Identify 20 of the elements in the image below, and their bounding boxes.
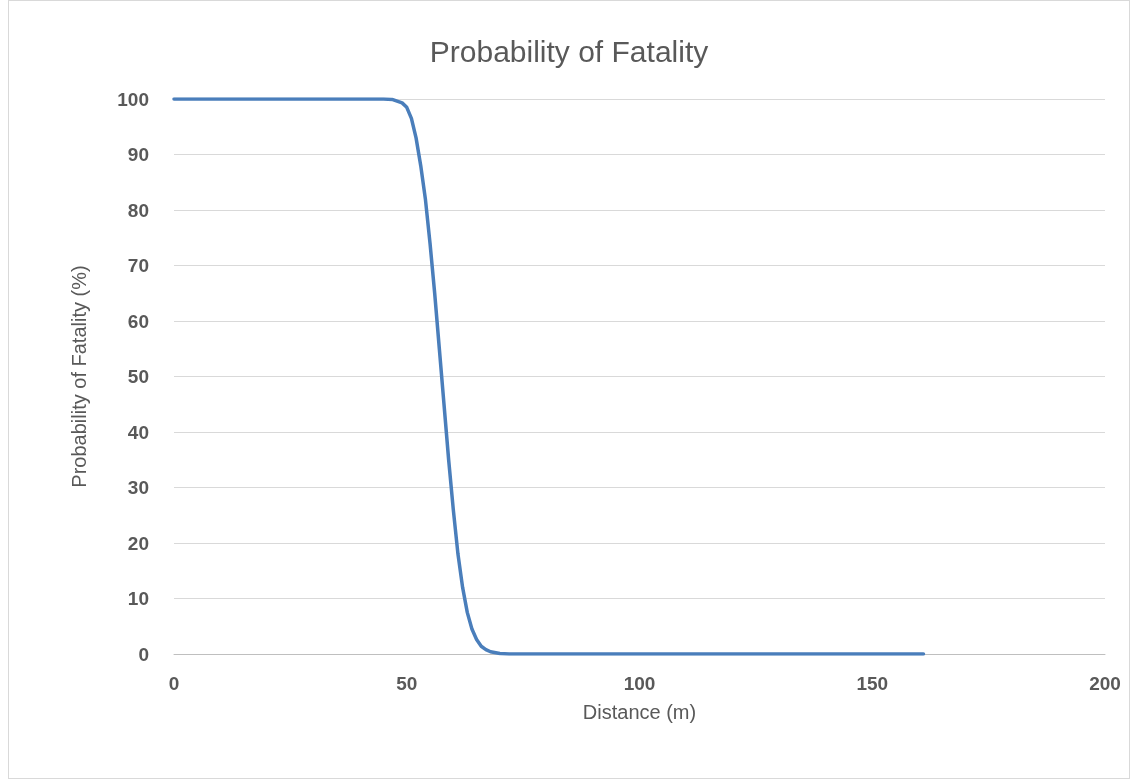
y-tick-label: 50: [127, 366, 149, 387]
y-tick-label: 70: [127, 255, 149, 276]
y-tick-label: 10: [127, 588, 149, 609]
y-axis-title: Probability of Fatality (%): [68, 265, 90, 488]
y-tick-label: 0: [138, 643, 149, 665]
y-tick-label: 80: [127, 199, 149, 221]
chart-title: Probability of Fatality: [429, 34, 709, 68]
y-tick-label: 90: [127, 144, 149, 165]
x-tick-label: 0: [168, 673, 180, 694]
x-tick-label: 150: [856, 673, 889, 694]
x-tick-label: 100: [623, 673, 656, 694]
y-tick-label: 40: [127, 421, 149, 443]
x-axis-title: Distance (m): [582, 701, 697, 723]
x-tick-label: 200: [1089, 673, 1121, 694]
y-tick-label: 30: [127, 477, 149, 498]
y-tick-label: 100: [117, 88, 149, 110]
y-tick-label: 20: [127, 532, 149, 554]
y-tick-label: 60: [127, 310, 149, 332]
x-tick-label: 50: [396, 673, 418, 694]
line-series: [172, 97, 926, 656]
